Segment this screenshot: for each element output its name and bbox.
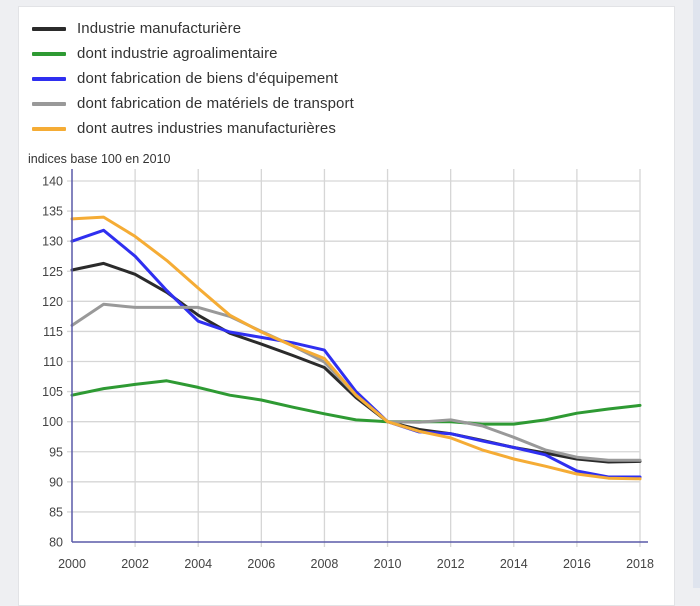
legend-label: dont fabrication de matériels de transpo… — [77, 95, 354, 112]
y-tick-label: 125 — [42, 265, 63, 279]
y-tick-label: 120 — [42, 295, 63, 309]
legend-label: Industrie manufacturière — [77, 20, 242, 37]
legend-item-manufacturing[interactable]: Industrie manufacturière — [32, 16, 354, 41]
y-tick-label: 115 — [43, 325, 63, 339]
legend-item-transport[interactable]: dont fabrication de matériels de transpo… — [32, 91, 354, 116]
x-tick-label: 2012 — [437, 557, 465, 571]
y-tick-label: 100 — [42, 415, 63, 429]
legend-item-equipment[interactable]: dont fabrication de biens d'équipement — [32, 66, 354, 91]
series-line-2 — [70, 228, 642, 479]
x-tick-label: 2018 — [626, 557, 654, 571]
x-tick-label: 2000 — [58, 557, 86, 571]
y-tick-label: 140 — [42, 175, 63, 189]
y-tick-label: 80 — [49, 536, 63, 550]
x-tick-label: 2016 — [563, 557, 591, 571]
x-tick-label: 2014 — [500, 557, 528, 571]
axes — [71, 169, 648, 543]
series-line-1 — [70, 379, 642, 426]
x-tick-label: 2008 — [311, 557, 339, 571]
x-tick-label: 2004 — [184, 557, 212, 571]
legend-item-other[interactable]: dont autres industries manufacturières — [32, 116, 354, 141]
legend-swatch — [32, 101, 66, 106]
y-axis-unit-label: indices base 100 en 2010 — [28, 152, 171, 166]
legend-swatch — [32, 76, 66, 81]
grid-lines — [67, 169, 641, 547]
series-line-0 — [70, 261, 642, 464]
y-tick-label: 135 — [42, 205, 63, 219]
y-tick-label: 95 — [49, 445, 63, 459]
chart-legend: Industrie manufacturière dont industrie … — [32, 16, 354, 141]
page-scrollbar[interactable] — [693, 0, 700, 588]
legend-swatch — [32, 51, 66, 56]
y-axis-ticks: 80 85 90 95 100 105 110 115 120 125 130 135 140 — [42, 175, 63, 550]
legend-label: dont industrie agroalimentaire — [77, 45, 278, 62]
legend-label: dont fabrication de biens d'équipement — [77, 70, 339, 87]
x-tick-label: 2010 — [374, 557, 402, 571]
x-axis-ticks: 2000 2002 2004 2006 2008 2010 2012 2014 2016 2018 — [58, 557, 654, 571]
y-tick-label: 105 — [42, 385, 63, 399]
legend-swatch — [32, 26, 66, 31]
y-tick-label: 110 — [43, 355, 63, 369]
legend-swatch — [32, 126, 66, 131]
x-tick-label: 2006 — [247, 557, 275, 571]
legend-item-agrifood[interactable]: dont industrie agroalimentaire — [32, 41, 354, 66]
series-lines — [70, 215, 642, 481]
y-tick-label: 85 — [49, 505, 63, 519]
y-tick-label: 130 — [42, 235, 63, 249]
line-chart: 80 85 90 95 100 105 110 115 120 125 130 135 140 2000… — [42, 169, 654, 571]
legend-label: dont autres industries manufacturières — [77, 120, 336, 137]
y-tick-label: 90 — [49, 475, 63, 489]
series-line-4 — [70, 215, 642, 481]
x-tick-label: 2002 — [121, 557, 149, 571]
